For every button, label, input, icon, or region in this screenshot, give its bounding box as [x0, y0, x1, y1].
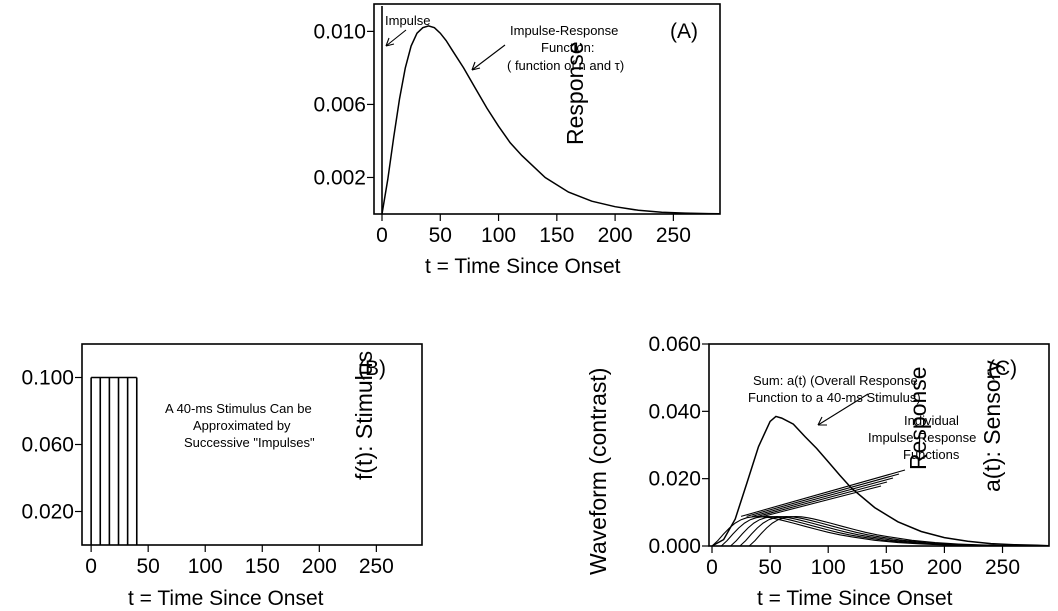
panel-c-individual-arrow	[763, 485, 882, 517]
panel-c-arrowhead-sum	[817, 416, 827, 426]
panel-2-xtick-label: 100	[811, 556, 846, 579]
panel-1-ytick-label: 0.060	[21, 434, 74, 457]
panel-0-xtick-label: 200	[598, 224, 633, 247]
panel-a-annotation-irf-2: Function:	[541, 40, 594, 55]
panel-a-frame	[373, 3, 721, 215]
panel-2-xtick-label: 150	[869, 556, 904, 579]
panel-c-annotation-ind-2: Impulse-Response	[868, 430, 976, 445]
panel-c-individual-curve	[730, 515, 1033, 547]
panel-c-ylabel-part-1: Waveform (contrast)	[585, 368, 611, 575]
panel-c-label: (C)	[988, 357, 1017, 380]
panel-b: 0 50 100 150 200 250 0.020 0.060 0.100 A 40-ms S…	[21, 343, 423, 610]
panel-0-xtick-label: 50	[429, 224, 452, 247]
panel-2-xtick-label: 200	[927, 556, 962, 579]
panel-c-individual-arrow	[746, 473, 900, 517]
panel-a-ylabel: Response	[562, 41, 588, 145]
panel-c-ylabel-part-3: a(t): Sensory	[979, 360, 1005, 492]
panel-c-ylabel-part-2: Response	[905, 366, 931, 470]
panel-2-ytick-label: 0.060	[648, 333, 701, 356]
panel-2-xtick-label: 0	[706, 556, 718, 579]
panel-2-ytick-label: 0.040	[648, 400, 701, 423]
panel-b-xlabel: t = Time Since Onset	[128, 587, 324, 610]
panel-b-annotation-3: Successive "Impulses"	[184, 435, 315, 450]
panel-0-xtick-label: 250	[656, 224, 691, 247]
panel-b-ylabel: f(t): Stimulus	[351, 351, 377, 480]
panel-1-xtick-label: 250	[359, 555, 394, 578]
panel-c: 0 50 100 150 200 250 0.000 0.020 0.040 0.060 Sum:…	[585, 333, 1050, 610]
panel-2-xtick-label: 50	[758, 556, 781, 579]
panel-1-xtick-label: 50	[136, 555, 159, 578]
panel-2-xtick-label: 250	[985, 556, 1020, 579]
panel-a-impulse-response-curve	[381, 25, 721, 215]
panel-b-annotation-1: A 40-ms Stimulus Can be	[165, 401, 312, 416]
panel-1-xtick-label: 0	[85, 555, 97, 578]
panel-c-individual-curve	[739, 515, 1043, 547]
panel-1-ytick-label: 0.020	[21, 501, 74, 524]
panel-c-annotation-sum-2: Function to a 40-ms Stimulus)	[748, 390, 921, 405]
panel-c-individual-arrow	[752, 477, 894, 517]
panel-1-ytick-label: 0.100	[21, 367, 74, 390]
panel-0-xtick-label: 100	[481, 224, 516, 247]
panel-a-annotation-irf-3: ( function of n and τ)	[507, 58, 624, 73]
panel-a: 0 50 100 150 200 250 0.002 0.006 0.010 Impulse I…	[313, 3, 721, 278]
panel-0-xtick-label: 150	[539, 224, 574, 247]
panel-c-sum-curve	[711, 415, 1050, 547]
panel-0-ytick-label: 0.010	[313, 20, 366, 43]
panel-b-label: (B)	[358, 357, 386, 380]
panel-c-individual-arrow	[740, 469, 906, 517]
panel-c-annotation-ind-1: Individual	[904, 413, 959, 428]
panel-a-annotation-irf-1: Impulse-Response	[510, 23, 618, 38]
panel-2-ytick-label: 0.000	[648, 535, 701, 558]
panel-b-annotation-2: Approximated by	[193, 418, 291, 433]
panel-a-arrowhead-impulse	[385, 37, 395, 47]
panel-a-xlabel: t = Time Since Onset	[425, 255, 621, 278]
panel-1-xtick-label: 100	[188, 555, 223, 578]
panel-c-individual-curve	[711, 515, 1050, 547]
panel-c-individual-curve	[748, 515, 1029, 547]
panel-0-xtick-label: 0	[376, 224, 388, 247]
panel-1-xtick-label: 150	[245, 555, 280, 578]
panel-c-annotation-ind-3: Functions	[903, 447, 960, 462]
panel-a-label: (A)	[670, 20, 698, 43]
panel-a-arrow-irf	[471, 44, 506, 71]
panel-a-arrow-impulse	[385, 29, 407, 47]
panel-c-annotation-sum-1: Sum: a(t) (Overall Response	[753, 373, 918, 388]
panel-c-frame	[708, 343, 1050, 547]
panel-a-arrowhead-irf	[471, 61, 481, 71]
panel-c-xlabel: t = Time Since Onset	[757, 587, 953, 610]
panel-0-ytick-label: 0.006	[313, 93, 366, 116]
panel-a-annotation-impulse: Impulse	[385, 13, 431, 28]
panel-1-xtick-label: 200	[302, 555, 337, 578]
panel-c-arrow-sum	[817, 393, 869, 426]
panel-c-individual-arrow	[757, 481, 888, 517]
panel-0-ytick-label: 0.002	[313, 166, 366, 189]
panel-2-ytick-label: 0.020	[648, 468, 701, 491]
